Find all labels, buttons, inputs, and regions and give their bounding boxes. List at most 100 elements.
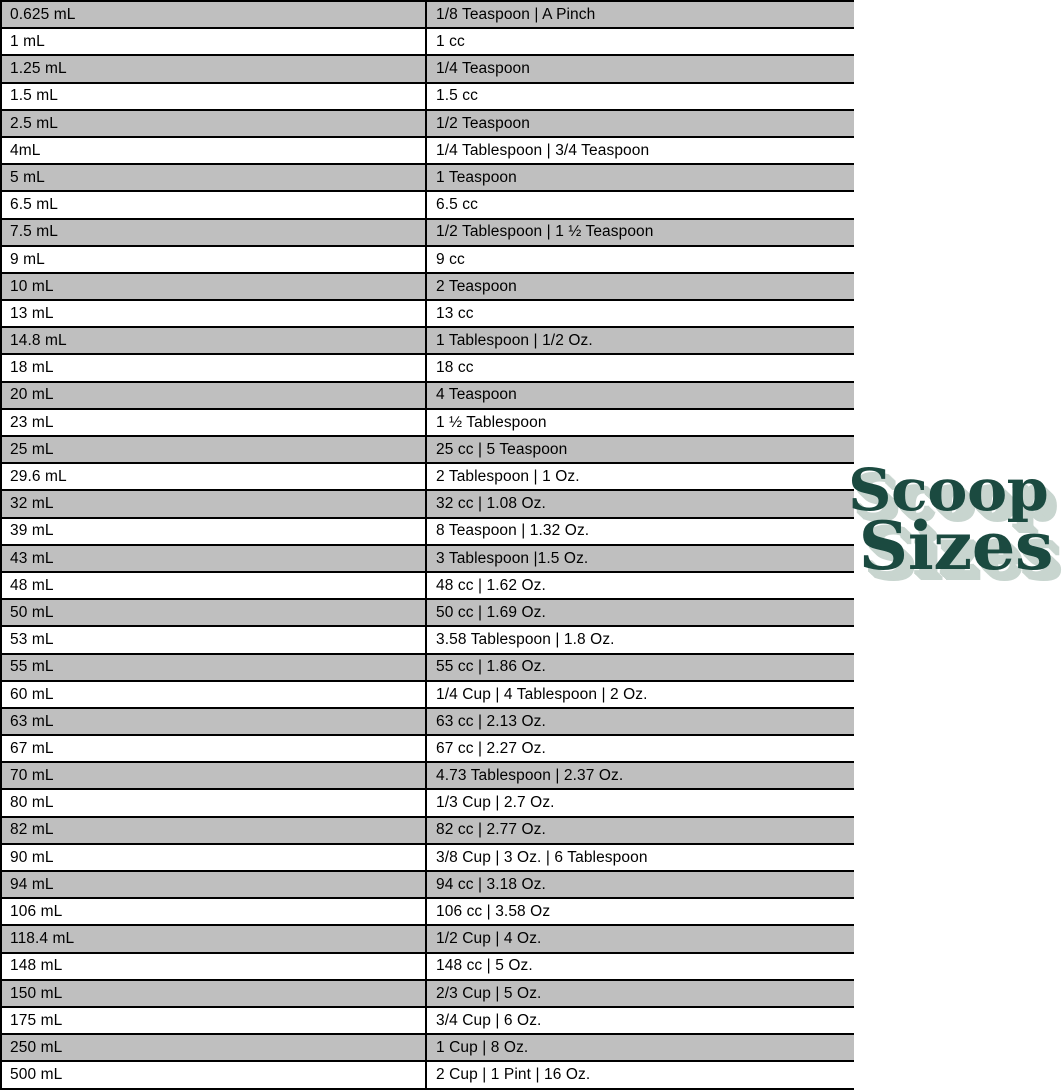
cell-equivalent-measure: 48 cc | 1.62 Oz. <box>426 570 854 601</box>
cell-equivalent-measure: 67 cc | 2.27 Oz. <box>426 734 854 764</box>
cell-equivalent-measure: 1/4 Tablespoon | 3/4 Teaspoon <box>426 135 854 166</box>
table-row: 10 mL 2 Teaspoon <box>0 271 854 302</box>
cell-volume-ml: 14.8 mL <box>0 326 427 356</box>
cell-volume-ml: 175 mL <box>0 1005 427 1036</box>
cell-volume-ml: 29.6 mL <box>0 462 427 492</box>
table-row: 14.8 mL 1 Tablespoon | 1/2 Oz. <box>0 326 854 356</box>
cell-volume-ml: 48 mL <box>0 570 427 601</box>
cell-volume-ml: 13 mL <box>0 299 427 329</box>
cell-equivalent-measure: 1/3 Cup | 2.7 Oz. <box>426 788 854 818</box>
cell-volume-ml: 90 mL <box>0 842 427 873</box>
cell-volume-ml: 106 mL <box>0 897 427 927</box>
table-row: 106 mL 106 cc | 3.58 Oz <box>0 897 854 927</box>
cell-equivalent-measure: 4 Teaspoon <box>426 380 854 410</box>
cell-equivalent-measure: 13 cc <box>426 299 854 329</box>
table-row: 0.625 mL 1/8 Teaspoon | A Pinch <box>0 0 854 30</box>
cell-equivalent-measure: 6.5 cc <box>426 190 854 220</box>
table-row: 50 mL 50 cc | 1.69 Oz. <box>0 598 854 628</box>
cell-volume-ml: 39 mL <box>0 516 427 546</box>
cell-equivalent-measure: 2 Teaspoon <box>426 271 854 302</box>
cell-volume-ml: 20 mL <box>0 380 427 410</box>
table-row: 94 mL 94 cc | 3.18 Oz. <box>0 869 854 900</box>
table-row: 9 mL 9 cc <box>0 244 854 274</box>
cell-equivalent-measure: 1 Teaspoon <box>426 163 854 193</box>
cell-volume-ml: 23 mL <box>0 407 427 438</box>
cell-volume-ml: 53 mL <box>0 625 427 655</box>
cell-equivalent-measure: 2/3 Cup | 5 Oz. <box>426 978 854 1008</box>
table-row: 67 mL 67 cc | 2.27 Oz. <box>0 734 854 764</box>
table-row: 20 mL 4 Teaspoon <box>0 380 854 410</box>
cell-volume-ml: 4mL <box>0 135 427 166</box>
table-row: 6.5 mL 6.5 cc <box>0 190 854 220</box>
table-row: 4mL 1/4 Tablespoon | 3/4 Teaspoon <box>0 135 854 166</box>
cell-volume-ml: 2.5 mL <box>0 108 427 138</box>
cell-equivalent-measure: 1 ½ Tablespoon <box>426 407 854 438</box>
cell-equivalent-measure: 63 cc | 2.13 Oz. <box>426 706 854 737</box>
cell-equivalent-measure: 1/2 Cup | 4 Oz. <box>426 924 854 954</box>
table-row: 148 mL 148 cc | 5 Oz. <box>0 951 854 981</box>
logo-line-sizes: Sizes <box>858 506 1054 585</box>
table-row: 29.6 mL 2 Tablespoon | 1 Oz. <box>0 462 854 492</box>
cell-volume-ml: 6.5 mL <box>0 190 427 220</box>
table-row: 25 mL 25 cc | 5 Teaspoon <box>0 434 854 465</box>
table-row: 175 mL 3/4 Cup | 6 Oz. <box>0 1005 854 1036</box>
table-row: 2.5 mL 1/2 Teaspoon <box>0 108 854 138</box>
cell-volume-ml: 0.625 mL <box>0 0 427 30</box>
scoop-size-conversion-table: 0.625 mL 1/8 Teaspoon | A Pinch 1 mL 1 cc 1.… <box>0 0 854 1090</box>
cell-equivalent-measure: 1 Tablespoon | 1/2 Oz. <box>426 326 854 356</box>
cell-equivalent-measure: 25 cc | 5 Teaspoon <box>426 434 854 465</box>
table-row: 5 mL 1 Teaspoon <box>0 163 854 193</box>
table-row: 53 mL 3.58 Tablespoon | 1.8 Oz. <box>0 625 854 655</box>
cell-volume-ml: 55 mL <box>0 652 427 682</box>
cell-volume-ml: 150 mL <box>0 978 427 1008</box>
cell-equivalent-measure: 1/2 Teaspoon <box>426 108 854 138</box>
logo-line-scoop: Scoop <box>848 456 1049 524</box>
cell-equivalent-measure: 1/4 Teaspoon <box>426 54 854 84</box>
cell-equivalent-measure: 3 Tablespoon |1.5 Oz. <box>426 543 854 573</box>
table-row: 90 mL 3/8 Cup | 3 Oz. | 6 Tablespoon <box>0 842 854 873</box>
cell-equivalent-measure: 50 cc | 1.69 Oz. <box>426 598 854 628</box>
table-row: 82 mL 82 cc | 2.77 Oz. <box>0 815 854 845</box>
cell-equivalent-measure: 32 cc | 1.08 Oz. <box>426 489 854 519</box>
cell-equivalent-measure: 82 cc | 2.77 Oz. <box>426 815 854 845</box>
cell-volume-ml: 9 mL <box>0 244 427 274</box>
table-row: 250 mL 1 Cup | 8 Oz. <box>0 1033 854 1063</box>
table-row: 150 mL 2/3 Cup | 5 Oz. <box>0 978 854 1008</box>
cell-volume-ml: 148 mL <box>0 951 427 981</box>
table-row: 48 mL 48 cc | 1.62 Oz. <box>0 570 854 601</box>
cell-equivalent-measure: 148 cc | 5 Oz. <box>426 951 854 981</box>
cell-volume-ml: 118.4 mL <box>0 924 427 954</box>
cell-equivalent-measure: 1.5 cc <box>426 81 854 111</box>
cell-volume-ml: 18 mL <box>0 353 427 383</box>
conversion-table-body: 0.625 mL 1/8 Teaspoon | A Pinch 1 mL 1 cc 1.… <box>0 0 854 1090</box>
table-row: 13 mL 13 cc <box>0 299 854 329</box>
cell-equivalent-measure: 3/4 Cup | 6 Oz. <box>426 1005 854 1036</box>
cell-equivalent-measure: 3/8 Cup | 3 Oz. | 6 Tablespoon <box>426 842 854 873</box>
cell-volume-ml: 43 mL <box>0 543 427 573</box>
table-row: 70 mL 4.73 Tablespoon | 2.37 Oz. <box>0 761 854 791</box>
table-row: 500 mL 2 Cup | 1 Pint | 16 Oz. <box>0 1060 854 1090</box>
cell-equivalent-measure: 1 Cup | 8 Oz. <box>426 1033 854 1063</box>
cell-volume-ml: 82 mL <box>0 815 427 845</box>
cell-volume-ml: 10 mL <box>0 271 427 302</box>
scoop-sizes-logo: Scoop Sizes <box>848 461 1054 606</box>
cell-equivalent-measure: 8 Teaspoon | 1.32 Oz. <box>426 516 854 546</box>
cell-volume-ml: 1.25 mL <box>0 54 427 84</box>
cell-volume-ml: 25 mL <box>0 434 427 465</box>
cell-volume-ml: 250 mL <box>0 1033 427 1063</box>
table-row: 1.5 mL 1.5 cc <box>0 81 854 111</box>
cell-equivalent-measure: 55 cc | 1.86 Oz. <box>426 652 854 682</box>
table-row: 118.4 mL 1/2 Cup | 4 Oz. <box>0 924 854 954</box>
table-row: 43 mL 3 Tablespoon |1.5 Oz. <box>0 543 854 573</box>
table-row: 80 mL 1/3 Cup | 2.7 Oz. <box>0 788 854 818</box>
cell-volume-ml: 70 mL <box>0 761 427 791</box>
cell-volume-ml: 32 mL <box>0 489 427 519</box>
table-row: 1.25 mL 1/4 Teaspoon <box>0 54 854 84</box>
cell-volume-ml: 63 mL <box>0 706 427 737</box>
cell-equivalent-measure: 9 cc <box>426 244 854 274</box>
table-row: 1 mL 1 cc <box>0 27 854 57</box>
cell-equivalent-measure: 1/2 Tablespoon | 1 ½ Teaspoon <box>426 217 854 247</box>
cell-equivalent-measure: 2 Tablespoon | 1 Oz. <box>426 462 854 492</box>
cell-volume-ml: 5 mL <box>0 163 427 193</box>
table-row: 7.5 mL 1/2 Tablespoon | 1 ½ Teaspoon <box>0 217 854 247</box>
